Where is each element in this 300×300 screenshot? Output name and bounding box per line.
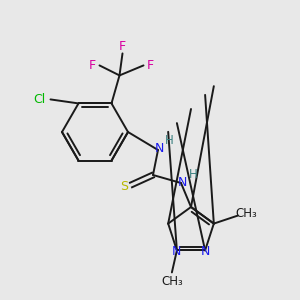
Text: Cl: Cl [33, 93, 46, 106]
Text: S: S [120, 181, 128, 194]
Text: F: F [119, 40, 126, 53]
Text: H: H [165, 134, 173, 148]
Text: F: F [89, 59, 96, 72]
Text: N: N [177, 176, 187, 188]
Text: F: F [147, 59, 154, 72]
Text: N: N [172, 245, 182, 258]
Text: CH₃: CH₃ [235, 207, 257, 220]
Text: H: H [189, 167, 197, 181]
Text: CH₃: CH₃ [161, 275, 183, 288]
Text: N: N [200, 245, 210, 258]
Text: N: N [154, 142, 164, 155]
